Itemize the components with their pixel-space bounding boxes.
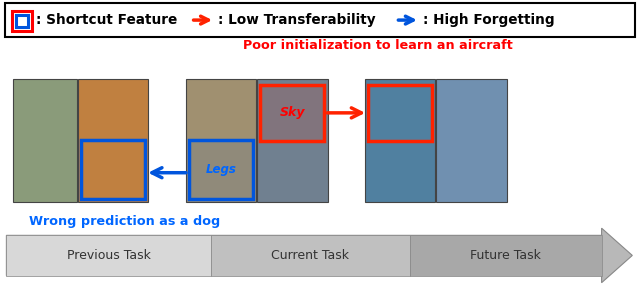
Polygon shape — [6, 228, 632, 283]
Bar — [12, 11, 32, 31]
Text: Current Task: Current Task — [271, 249, 349, 262]
Bar — [78, 79, 148, 202]
Bar — [410, 235, 602, 276]
Bar — [368, 85, 432, 141]
Text: Wrong prediction as a dog: Wrong prediction as a dog — [29, 215, 220, 228]
Bar — [6, 235, 211, 276]
Text: Poor initialization to learn an aircraft: Poor initialization to learn an aircraft — [243, 39, 513, 53]
Bar — [260, 85, 324, 141]
Bar — [16, 15, 28, 27]
Bar — [257, 79, 328, 202]
Text: Sky: Sky — [280, 106, 305, 119]
Bar — [211, 235, 410, 276]
Text: : Low Transferability: : Low Transferability — [218, 13, 376, 27]
Bar — [5, 3, 635, 37]
Text: Future Task: Future Task — [470, 249, 541, 262]
Bar — [81, 140, 145, 199]
Bar — [186, 79, 256, 202]
Bar — [436, 79, 507, 202]
Text: Previous Task: Previous Task — [67, 249, 151, 262]
Bar — [189, 140, 253, 199]
Text: : Shortcut Feature: : Shortcut Feature — [36, 13, 178, 27]
Bar — [13, 79, 77, 202]
Bar — [365, 79, 435, 202]
Text: : High Forgetting: : High Forgetting — [423, 13, 555, 27]
Text: Legs: Legs — [205, 163, 236, 176]
